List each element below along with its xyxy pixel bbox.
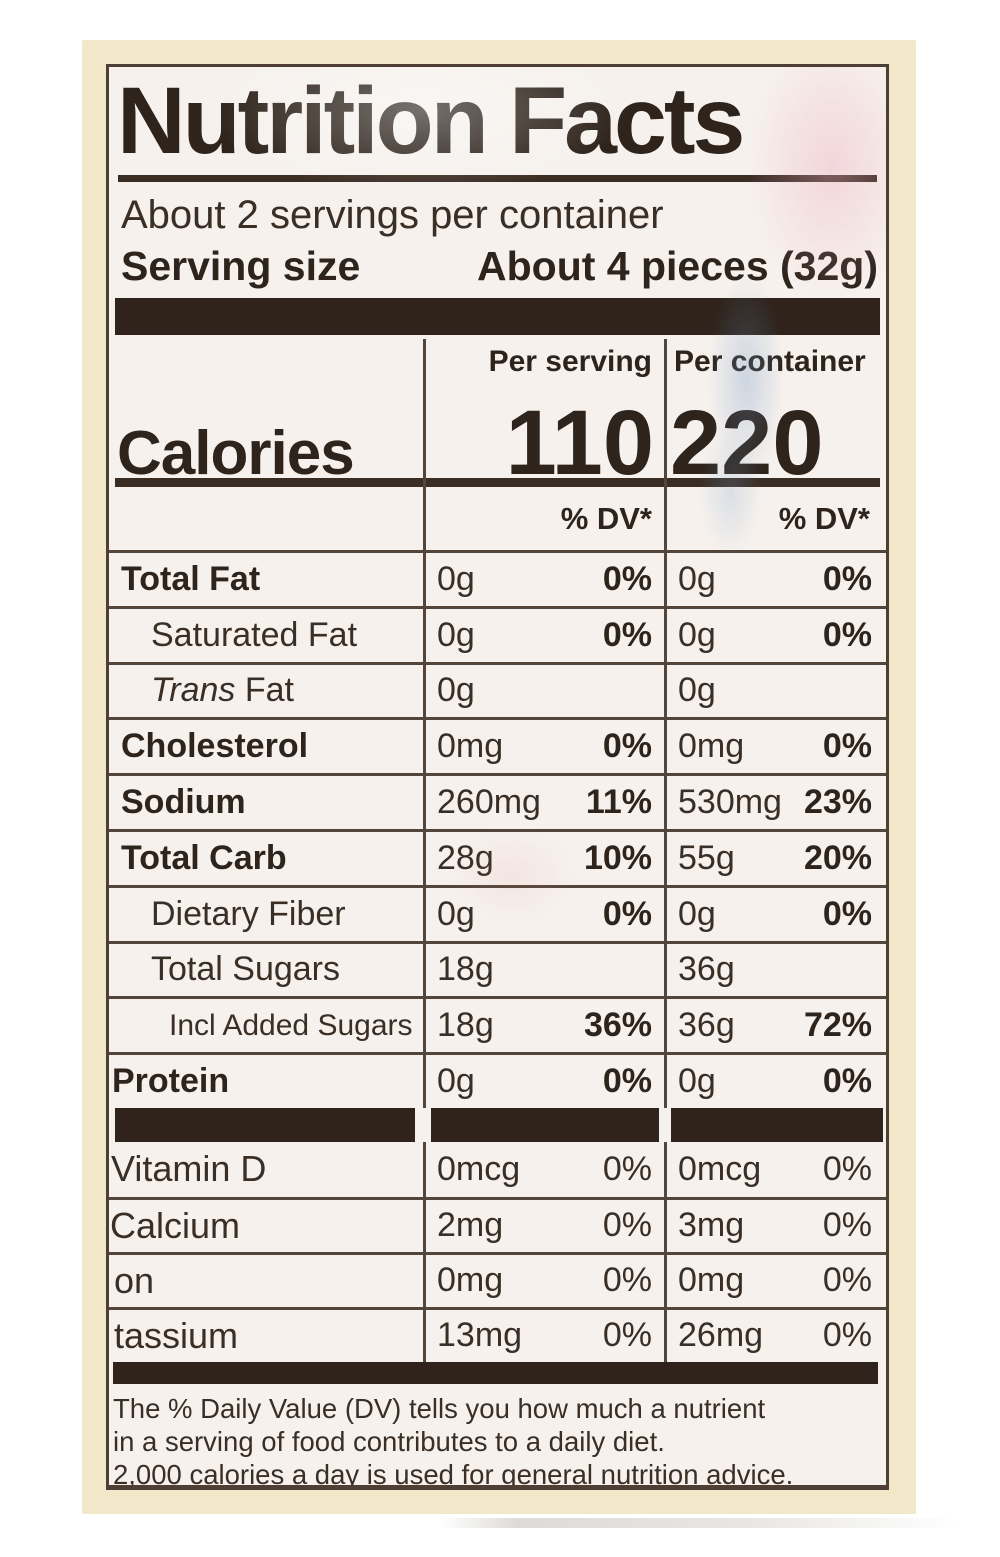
row-calcium: Calcium 2mg 0% 3mg 0% <box>109 1196 886 1252</box>
calories-word: Calories <box>117 419 355 488</box>
vitamin-mineral-rows: Vitamin D 0mcg 0% 0mcg 0% Calcium 2mg 0%… <box>109 1142 886 1362</box>
separator-bar-middle <box>109 1107 886 1142</box>
footnote-line: The % Daily Value (DV) tells you how muc… <box>113 1392 766 1424</box>
daily-value-header-row: % DV* % DV* <box>109 487 886 550</box>
serving-size-label: Serving size <box>121 243 361 289</box>
row-potassium: tassium 13mg 0% 26mg 0% <box>109 1306 886 1362</box>
calories-per-container-value: 220 <box>670 392 824 494</box>
column-divider-2 <box>664 339 667 1366</box>
per-serving-header: Per serving <box>488 345 652 378</box>
footnote-line: in a serving of food contributes to a da… <box>113 1425 665 1457</box>
calories-underline <box>115 478 880 487</box>
row-iron: on 0mg 0% 0mg 0% <box>109 1251 886 1307</box>
calories-per-serving-value: 110 <box>505 392 654 494</box>
footnote-line: 2,000 calories a day is used for general… <box>113 1458 794 1490</box>
row-sodium: Sodium 260mg 11% 530mg 23% <box>109 773 886 829</box>
row-total-carb: Total Carb 28g 10% 55g 20% <box>109 828 886 885</box>
row-trans-fat: Trans Fat 0g 0g <box>109 661 886 718</box>
photo-artifact-streak <box>440 1518 960 1528</box>
row-total-fat: Total Fat 0g 0% 0g 0% <box>109 550 886 606</box>
calories-section: Calories Per serving 110 Per container 2… <box>109 335 886 489</box>
dv-header-serving: % DV* <box>560 500 652 536</box>
title-underline <box>118 175 877 182</box>
row-total-sugars: Total Sugars 18g 36g <box>109 940 886 997</box>
row-vitamin-d: Vitamin D 0mcg 0% 0mcg 0% <box>111 1148 872 1190</box>
nutrient-rows: Total Fat 0g 0% 0g 0% Saturated Fat 0g 0… <box>109 550 886 1108</box>
serving-size-value: About 4 pieces (32g) <box>477 243 878 289</box>
row-added-sugars: Incl Added Sugars 18g 36% 36g 72% <box>109 996 886 1052</box>
column-divider-1 <box>423 339 426 1366</box>
dv-header-container: % DV* <box>778 500 870 536</box>
per-container-header: Per container <box>674 345 866 378</box>
separator-bar-bottom <box>113 1361 878 1384</box>
row-saturated-fat: Saturated Fat 0g 0% 0g 0% <box>109 605 886 662</box>
row-protein: Protein 0g 0% 0g 0% <box>109 1052 886 1108</box>
row-dietary-fiber: Dietary Fiber 0g 0% 0g 0% <box>109 884 886 941</box>
servings-per-container: About 2 servings per container <box>121 193 664 237</box>
serving-size-row: Serving size About 4 pieces (32g) <box>121 242 878 290</box>
row-cholesterol: Cholesterol 0mg 0% 0mg 0% <box>109 717 886 773</box>
separator-bar-top <box>115 298 880 335</box>
nutrition-facts-label: Nutrition Facts About 2 servings per con… <box>106 64 889 1490</box>
label-title: Nutrition Facts <box>117 68 745 174</box>
daily-value-footnote: The % Daily Value (DV) tells you how muc… <box>113 1392 878 1490</box>
